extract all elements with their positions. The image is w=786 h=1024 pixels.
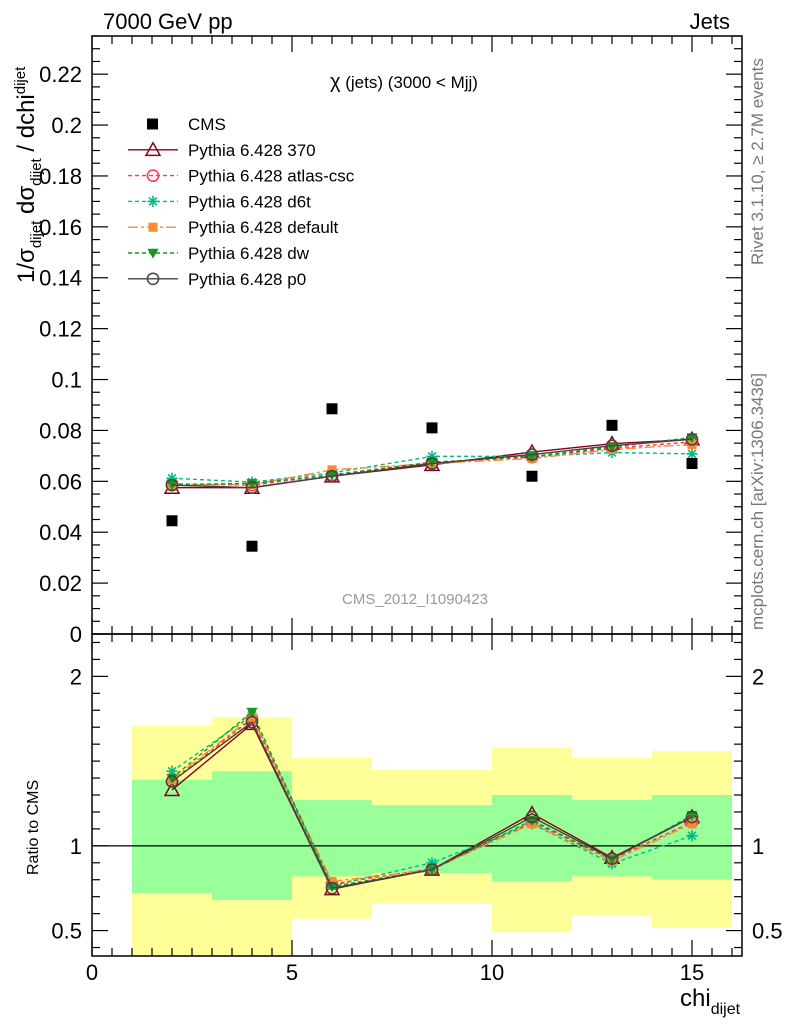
y-tick-label: 0.02: [39, 571, 82, 596]
ratio-tick-label-right: 2: [752, 664, 764, 689]
y-tick-label: 0.08: [39, 418, 82, 443]
series-point-5: [685, 432, 699, 446]
series-point-3: [327, 465, 337, 475]
x-tick-label: 5: [286, 960, 298, 985]
legend-entry-label: Pythia 6.428 default: [188, 218, 339, 237]
y-tick-label: 0.14: [39, 266, 82, 291]
y-tick-label: 0: [70, 622, 82, 647]
ratio-tick-label-left: 1: [70, 834, 82, 859]
legend-marker: [147, 248, 159, 259]
ratio-tick-label-right: 1: [752, 834, 764, 859]
plot-title: χ (jets) (3000 < Mjj): [330, 71, 478, 93]
ratio-point-5: [245, 715, 259, 729]
x-tick-label: 10: [480, 960, 504, 985]
ratio-line-5: [171, 721, 693, 889]
cms-data-point: [246, 540, 258, 552]
series-point-5: [245, 481, 259, 495]
ratio-point-3: [327, 876, 337, 886]
analysis-id-label: CMS_2012_I1090423: [342, 591, 488, 608]
ratio-point-0: [163, 781, 181, 797]
series-point-5: [525, 448, 539, 461]
axis-tick-labels: 0 5 10 15 0 0.02 0.04 0.06 0.08 0.1 0.12 0.14 0.16 0.…: [39, 62, 782, 985]
ratio-point-3: [687, 819, 697, 829]
ratio-point-2: [166, 765, 178, 777]
ratio-point-2: [686, 830, 698, 842]
legend-entry-label: Pythia 6.428 370: [188, 141, 316, 160]
y-tick-label: 0.04: [39, 520, 82, 545]
ratio-point-5: [605, 852, 619, 865]
cms-data-point: [426, 422, 438, 434]
series-point-2: [166, 472, 178, 484]
y-axis-label: 1/σdijet dσdijet / dchidijet: [12, 66, 45, 283]
cms-data-point: [166, 515, 178, 527]
inner-band-bin-0: [132, 779, 212, 894]
y-tick-label: 0.22: [39, 62, 82, 87]
series-point-4: [246, 479, 258, 489]
y-tick-label: 0.2: [51, 113, 82, 138]
header-collision-label: 7000 GeV pp: [103, 9, 233, 34]
inner-band-bin-2: [292, 800, 372, 877]
series-point-5: [425, 457, 439, 470]
ratio-series-group: [163, 707, 701, 896]
series-point-5: [165, 478, 179, 492]
ratio-point-4: [686, 811, 698, 821]
legend-marker: [144, 141, 162, 157]
ratio-point-4: [246, 707, 258, 718]
ratio-point-5: [685, 810, 699, 824]
series-point-5: [605, 439, 619, 453]
legend-entry-label: Pythia 6.428 p0: [188, 270, 306, 289]
ratio-tick-label-left: 2: [70, 664, 82, 689]
legend-cms-marker: [147, 118, 158, 130]
y-tick-label: 0.06: [39, 469, 82, 494]
legend-marker: [147, 195, 159, 207]
legend-entry-label: Pythia 6.428 atlas-csc: [188, 167, 355, 186]
ratio-y-axis-label: Ratio to CMS: [25, 780, 42, 875]
y-tick-label: 0.18: [39, 164, 82, 189]
cms-data-point: [326, 403, 338, 415]
series-point-5: [325, 469, 339, 483]
x-tick-label: 0: [86, 960, 98, 985]
series-point-2: [426, 450, 438, 462]
main-series-group: [163, 430, 701, 495]
series-point-4: [686, 433, 698, 444]
x-tick-label: 15: [680, 960, 704, 985]
inner-band-bin-1: [212, 771, 292, 901]
ratio-tick-label-right: 0.5: [752, 919, 783, 944]
cms-data-point: [686, 458, 698, 470]
ratio-tick-label-left: 0.5: [51, 919, 82, 944]
cms-data-point: [606, 419, 618, 431]
ratio-point-2: [426, 857, 438, 869]
axis-ticks: [91, 35, 742, 956]
y-tick-label: 0.12: [39, 317, 82, 342]
header-process-label: Jets: [690, 9, 730, 34]
legend: CMS Pythia 6.428 370 Pythia 6.428 atlas-cs…: [128, 115, 355, 289]
ratio-point-5: [525, 810, 539, 824]
x-axis-label: chidijet: [680, 985, 741, 1018]
legend-marker: [148, 222, 158, 232]
ratio-point-5: [425, 863, 439, 876]
series-point-2: [686, 448, 698, 460]
ratio-point-5: [325, 881, 339, 895]
y-tick-label: 0.16: [39, 215, 82, 240]
legend-entry-label: Pythia 6.428 dw: [188, 244, 310, 263]
series-line-5: [171, 438, 693, 489]
legend-marker: [146, 169, 160, 182]
cms-data-points: [166, 403, 698, 552]
legend-marker: [146, 272, 160, 286]
inner-band-bin-4: [492, 795, 572, 882]
ratio-point-5: [165, 775, 179, 788]
rivet-version-label: Rivet 3.1.10, ≥ 2.7M events: [748, 58, 767, 265]
mcplots-reference-label: mcplots.cern.ch [arXiv:1306.3436]: [748, 373, 767, 630]
legend-entry-label: CMS: [188, 115, 226, 134]
y-tick-label: 0.1: [51, 368, 82, 393]
cms-data-point: [526, 470, 538, 482]
legend-entry-label: Pythia 6.428 d6t: [188, 192, 311, 211]
